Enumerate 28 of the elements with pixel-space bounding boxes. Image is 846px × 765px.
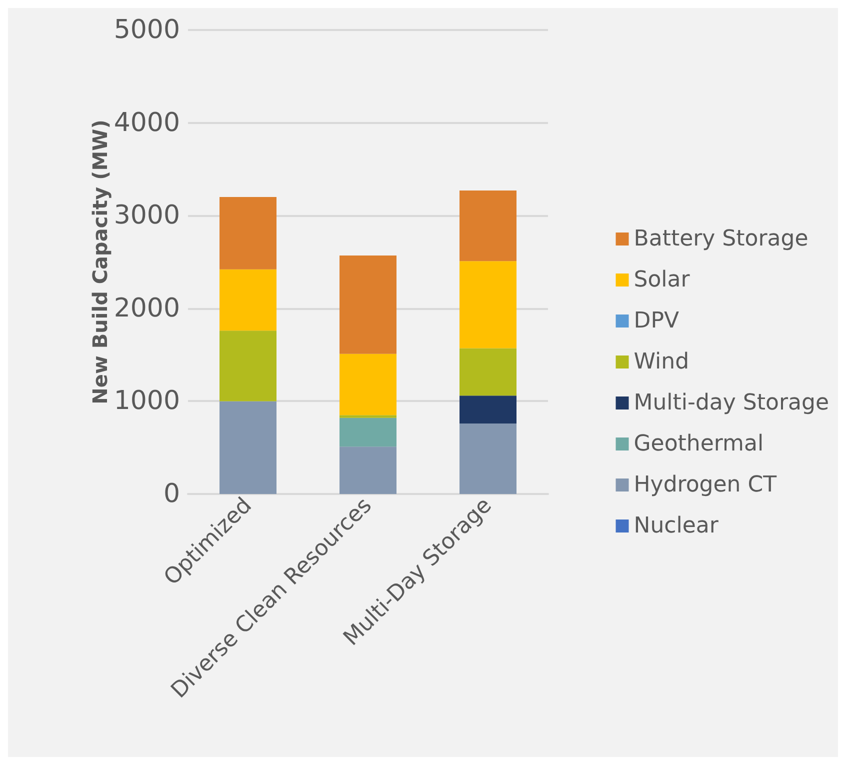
bar — [340, 415, 396, 418]
legend-label: Solar — [634, 268, 691, 292]
bar — [340, 446, 396, 494]
legend-label: Wind — [634, 350, 690, 374]
bar — [220, 197, 276, 270]
bar — [220, 330, 276, 402]
legend-label: Hydrogen CT — [634, 472, 778, 498]
legend-label: DPV — [634, 308, 680, 334]
bar — [460, 348, 516, 396]
bar — [220, 269, 276, 331]
bar — [460, 423, 516, 494]
y-tick-label: 5000 — [114, 15, 180, 45]
bar — [460, 396, 516, 424]
y-tick-label: 2000 — [114, 293, 180, 324]
y-tick-label: 3000 — [114, 200, 180, 231]
legend-label: Multi-day Storage — [634, 390, 829, 416]
bar — [220, 401, 276, 494]
y-tick-label: 1000 — [114, 386, 180, 416]
bar — [340, 354, 396, 416]
legend-label: Battery Storage — [634, 226, 808, 252]
legend-label: Nuclear — [634, 514, 720, 538]
bar — [340, 418, 396, 447]
bar — [340, 256, 396, 354]
bar — [460, 190, 516, 262]
bar — [460, 261, 516, 348]
legend-label: Geothermal — [634, 432, 764, 456]
y-tick-label: 4000 — [114, 108, 180, 138]
y-axis-title: New Build Capacity (MW) — [88, 120, 112, 404]
